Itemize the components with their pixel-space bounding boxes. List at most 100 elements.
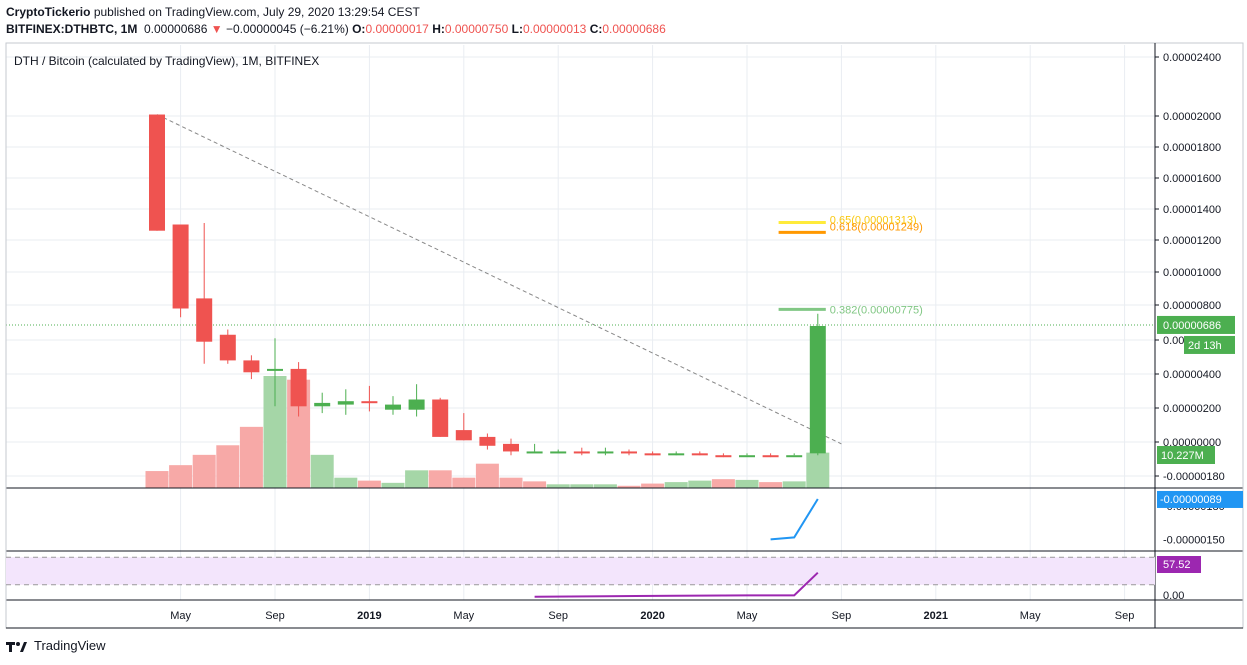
author-name[interactable]: CryptoTickerio [6,5,91,19]
candle-body [432,399,449,437]
candle-body [762,455,779,458]
macd-value-text: -0.00000089 [1160,494,1222,506]
candle-body [479,436,496,446]
countdown-badge [1184,335,1235,354]
volume-bar [334,477,358,488]
fib-level-label: 0.65(0.00001313) [830,214,917,226]
price-tick-label: 0.00001400 [1163,204,1221,216]
time-tick-label: May [170,610,191,622]
time-tick-label: May [453,610,474,622]
volume-bar [263,376,287,488]
candle-body [172,224,189,309]
volume-bar [310,454,334,488]
volume-bar [499,477,523,488]
price-tick-label: 0.00000400 [1163,369,1221,381]
time-tick-label: 2020 [640,610,664,622]
candle-body [455,430,472,441]
time-tick-label: Sep [265,610,285,622]
chart-title: DTH / Bitcoin (calculated by TradingView… [14,54,319,68]
candle-body [290,368,307,407]
close-value: 0.00000686 [602,22,666,36]
rsi-value-badge [1157,556,1201,573]
candle-body [314,402,331,407]
high-value: 0.00000750 [444,22,509,36]
last-price: 0.00000686 [144,22,208,36]
volume-bar [570,484,594,488]
publish-info: CryptoTickerio published on TradingView.… [6,5,420,19]
candle-body [715,455,732,458]
volume-bar [405,470,429,488]
candle-body [243,360,260,373]
candle-body [149,114,165,231]
price-tick-label: 0.00001200 [1163,235,1221,247]
tradingview-footer[interactable]: TradingView [6,638,106,653]
high-label: H: [432,22,445,36]
candle-body [809,326,826,454]
volume-bar [782,481,806,488]
time-tick-label: May [1020,610,1041,622]
candle-body [691,453,708,456]
open-value: 0.00000017 [365,22,429,36]
volume-bar [617,485,641,488]
fib-level-label: 0.382(0.00000775) [830,304,923,316]
close-label: C: [589,22,603,36]
volume-bar [357,480,381,488]
candle-body [385,404,401,410]
open-label: O: [352,22,366,36]
rsi-zero-label: 0.00 [1163,590,1184,602]
time-tick-label: 2019 [357,610,381,622]
symbol-label: BITFINEX:DTHBTC, 1M [6,22,138,36]
volume-bar [452,477,476,488]
volume-bar [216,445,240,488]
volume-bar [239,426,263,488]
price-tick-label: 0.00002000 [1163,111,1221,123]
candle-body [550,451,567,454]
last-price-badge-text: 0.00000686 [1163,320,1221,332]
macd-line [770,498,819,541]
candle-body [219,334,236,361]
volume-bar [593,484,617,488]
price-tick-label: 0.00000800 [1163,300,1221,312]
tradingview-logo-icon [6,641,27,652]
candle-body [408,399,425,410]
volume-bar [169,465,193,488]
fib-level-label: 0.618(0.00001249) [830,221,923,233]
candle-body [739,455,755,458]
volume-bar [688,480,712,488]
rsi-value-text: 57.52 [1163,559,1191,571]
candle-body [337,401,354,405]
price-tick-label: 0.00001800 [1163,142,1221,154]
volume-bar [523,481,547,488]
macd-value-badge [1157,490,1243,508]
published-text: published on TradingView.com, July 29, 2… [93,5,420,19]
volume-bar [475,463,499,488]
candle-body [503,443,519,452]
volume-badge-text: 10.227M [1161,450,1204,462]
candle-body [644,453,661,456]
volume-bar [381,482,405,488]
time-tick-label: Sep [548,610,568,622]
candle-body [597,451,614,454]
rsi-line [534,571,819,598]
down-arrow-icon: ▼ [210,22,223,36]
price-tick-label: 0.00001000 [1163,267,1221,279]
volume-bar [711,479,735,488]
change-value: −0.00000045 (−6.21%) [225,22,349,36]
volume-bar [428,470,452,488]
volume-bar [759,482,783,488]
volume-bar [145,471,169,488]
tradingview-brand: TradingView [34,638,106,653]
candle-body [573,451,590,454]
volume-bar [546,484,570,488]
candle-body [196,298,213,342]
rsi-band [6,557,1155,585]
candle-body [668,453,685,456]
symbol-ohlc-line: BITFINEX:DTHBTC, 1M 0.00000686 ▼ −0.0000… [6,22,666,36]
low-label: L: [511,22,523,36]
candle-body [361,401,378,404]
volume-bar [192,454,216,488]
volume-bar [806,452,830,488]
candle-body [267,368,283,371]
trendline [156,114,842,445]
